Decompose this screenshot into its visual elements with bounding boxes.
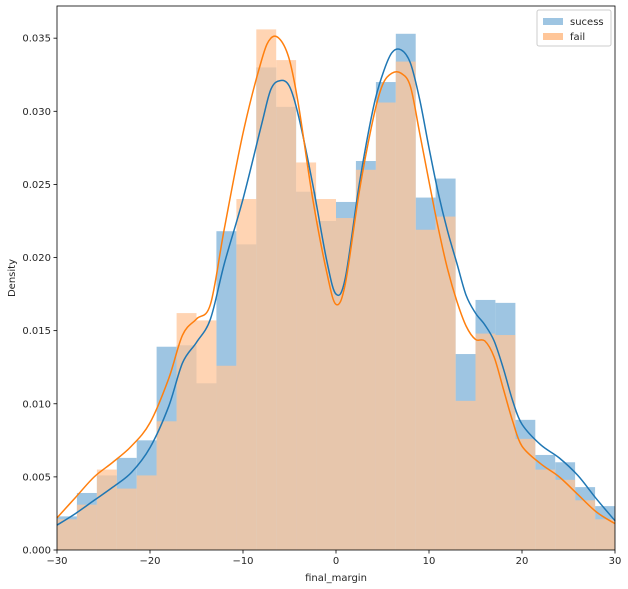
bar-fail-7	[196, 320, 217, 550]
bar-fail-12	[296, 162, 317, 550]
y-tick-label: 0.015	[22, 326, 51, 337]
y-axis-ticks: 0.000 0.005 0.010 0.015 0.020 0.025 0.030 0.035	[22, 34, 57, 557]
y-tick-label: 0.035	[22, 34, 51, 45]
bar-fail-13	[316, 199, 336, 550]
kde-line-sucess	[56, 48, 616, 526]
y-axis-label: Density	[7, 259, 18, 297]
y-tick-label: 0.005	[22, 472, 51, 483]
bar-fail-15	[355, 169, 376, 550]
bar-fail-24	[535, 469, 556, 550]
bar-fail-16	[375, 102, 396, 551]
kde-line-fail	[56, 35, 616, 525]
hist-fail	[57, 29, 615, 551]
bar-fail-8	[216, 365, 237, 550]
x-tick-label: 10	[423, 556, 436, 567]
bar-fail-22	[495, 335, 516, 550]
y-tick-label: 0.000	[22, 546, 51, 557]
legend-label-sucess: sucess	[570, 17, 604, 28]
x-axis-label: final_margin	[305, 573, 367, 584]
bar-fail-17	[395, 61, 416, 551]
bar-fail-18	[415, 229, 436, 550]
bar-fail-14	[336, 218, 356, 550]
bar-fail-6	[176, 313, 197, 550]
bar-fail-3	[116, 488, 137, 550]
bar-fail-1	[76, 504, 97, 550]
legend-label-fail: fail	[570, 32, 585, 43]
bar-fail-26	[575, 500, 596, 550]
x-tick-label: 20	[516, 556, 529, 567]
bar-fail-9	[236, 199, 257, 550]
bar-fail-5	[156, 421, 177, 550]
y-tick-label: 0.025	[22, 180, 51, 191]
x-tick-label: −30	[46, 556, 67, 567]
bar-fail-23	[515, 438, 536, 550]
histogram-bars	[57, 29, 615, 551]
bar-fail-25	[555, 479, 576, 550]
y-tick-label: 0.030	[22, 107, 51, 118]
legend-swatch-sucess	[543, 18, 563, 25]
legend: sucess fail	[536, 9, 612, 47]
x-tick-label: −20	[139, 556, 160, 567]
bar-fail-0	[57, 519, 77, 550]
x-axis-ticks: −30 −20 −10 0 10 20 30	[46, 550, 621, 567]
bar-fail-11	[276, 60, 297, 550]
bar-fail-2	[96, 469, 117, 550]
bar-fail-21	[475, 333, 496, 550]
y-tick-label: 0.020	[22, 253, 51, 264]
bar-fail-10	[256, 29, 277, 551]
x-tick-label: 30	[609, 556, 622, 567]
y-tick-label: 0.010	[22, 399, 51, 410]
x-tick-label: 0	[333, 556, 339, 567]
bar-fail-20	[455, 400, 476, 550]
bar-fail-19	[435, 216, 456, 551]
x-tick-label: −10	[232, 556, 253, 567]
bar-fail-4	[136, 475, 157, 550]
legend-swatch-fail	[543, 33, 563, 40]
kde-curves	[56, 35, 616, 526]
bar-fail-27	[595, 519, 615, 550]
